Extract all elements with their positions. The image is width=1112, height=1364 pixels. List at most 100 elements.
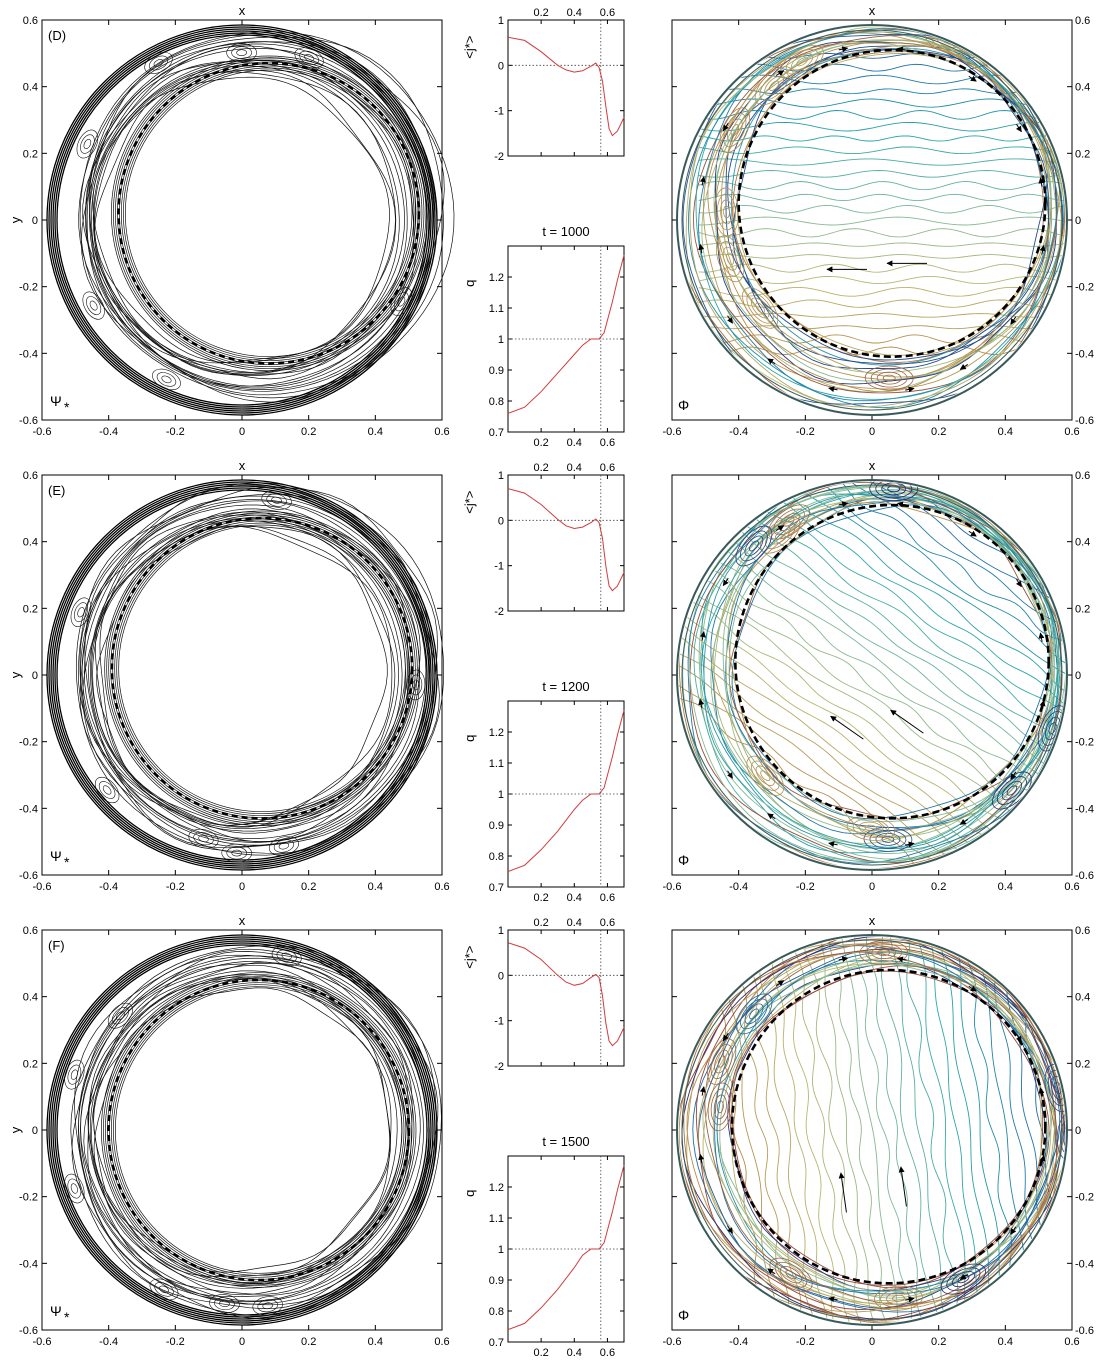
psi-xtick-label: -0.6 xyxy=(33,426,52,438)
phi-vortex xyxy=(858,821,884,835)
phi-flow-arrow xyxy=(838,956,849,963)
phi-edge-contour xyxy=(707,42,1060,392)
phi-vortex xyxy=(707,1038,737,1085)
phi-vortex xyxy=(880,1288,917,1308)
phi-edge-contour xyxy=(728,502,1053,832)
q-profile-ytick-label: 1.2 xyxy=(489,272,504,284)
phi-vortex xyxy=(760,516,801,554)
psi-island xyxy=(152,368,181,391)
time-label: t = 1200 xyxy=(542,679,589,694)
psi-field-label: Ψ xyxy=(50,848,62,864)
psi-field-label: Ψ xyxy=(50,1303,62,1319)
phi-vortex xyxy=(774,530,786,540)
q-profile-ytick-label: 0.7 xyxy=(489,1337,504,1349)
psi-island xyxy=(188,828,219,849)
psi-island xyxy=(271,496,282,504)
psi-ytick-label: 0.4 xyxy=(23,537,38,549)
phi-xtick-label: 0.2 xyxy=(931,881,946,893)
q-profile-ytick-label: 1.1 xyxy=(489,303,504,315)
psi-island xyxy=(406,669,426,701)
phi-contour-line xyxy=(698,181,1066,191)
psi-island xyxy=(231,46,252,59)
psi-contour-line xyxy=(106,512,418,825)
phi-flow-arrow xyxy=(1010,771,1017,780)
psi-contour-line xyxy=(75,482,445,856)
psi-ylabel: y xyxy=(8,1126,23,1133)
phi-ytick-label: 0 xyxy=(1075,670,1081,682)
psi-contour-line xyxy=(80,34,445,396)
phi-contour-line xyxy=(698,135,1066,142)
phi-contour-line xyxy=(678,644,984,869)
phi-ytick-label: -0.2 xyxy=(1075,737,1094,749)
phi-flow-arrow xyxy=(767,813,776,820)
psi-ytick-label: 0 xyxy=(32,215,38,227)
phi-vortex xyxy=(1006,785,1018,796)
phi-contour-line xyxy=(768,494,1066,718)
q-profile-ytick-label: 1.1 xyxy=(489,758,504,770)
phi-contour-line xyxy=(715,570,1036,795)
psi-ylabel: y xyxy=(8,216,23,223)
phi-vortex xyxy=(877,949,891,957)
phi-boundary-inner xyxy=(681,29,1063,411)
phi-edge-contour xyxy=(698,29,1058,402)
phi-contour-line xyxy=(720,562,1039,790)
phi-contour-line xyxy=(698,228,1066,238)
q-profile-ytick-label: 1 xyxy=(498,789,504,801)
psi-xtick-label: -0.2 xyxy=(166,881,185,893)
phi-xtick-label: -0.2 xyxy=(796,426,815,438)
phi-xtick-label: 0.6 xyxy=(1064,1336,1079,1348)
phi-boundary xyxy=(676,934,1068,1326)
psi-field-label: Ψ xyxy=(50,393,62,409)
phi-edge-contour xyxy=(693,34,1058,394)
psi-island xyxy=(161,375,172,384)
q-profile-curve xyxy=(507,1165,625,1331)
phi-contour-line xyxy=(853,936,912,1319)
phi-edge-contour xyxy=(713,496,1061,844)
psi-contour-line xyxy=(89,48,428,387)
phi-flow-arrow xyxy=(722,577,729,587)
phi-contour-line xyxy=(698,193,1066,202)
psi-xtick-label: -0.2 xyxy=(166,426,185,438)
j-profile-ytick-label: -2 xyxy=(494,151,504,163)
phi-flow-arrow xyxy=(1039,700,1046,710)
phi-flow-arrow xyxy=(775,980,785,987)
psi-xtick-label: 0.2 xyxy=(301,426,316,438)
psi-contour-line xyxy=(70,945,442,1316)
phi-vortex xyxy=(755,302,765,314)
q-profile-ytick-label: 1.1 xyxy=(489,1213,504,1225)
psi-island xyxy=(86,296,102,316)
phi-edge-contour xyxy=(687,481,1066,864)
phi-contour-line xyxy=(840,936,899,1321)
psi-contour-line xyxy=(100,972,417,1288)
phi-edge-contour xyxy=(732,51,1044,363)
j-profile-curve xyxy=(507,36,625,137)
phi-boundary xyxy=(676,479,1068,871)
phi-contour-line xyxy=(698,254,1066,259)
phi-vortex xyxy=(720,199,733,225)
phi-xlabel: x xyxy=(869,3,876,18)
phi-ytick-label: 0.2 xyxy=(1075,1058,1090,1070)
phi-contour-line xyxy=(818,937,875,1324)
psi-xtick-label: 0.6 xyxy=(434,426,449,438)
psi-ytick-label: 0.6 xyxy=(23,925,38,937)
j-profile-xtick-label: 0.6 xyxy=(600,462,615,474)
j-profile-ytick-label: 0 xyxy=(498,970,504,982)
phi-xtick-label: 0.4 xyxy=(998,881,1013,893)
phi-contour-line xyxy=(780,943,838,1324)
psi-island xyxy=(271,946,302,966)
psi-contour-line xyxy=(81,499,427,843)
j-profile-ytick-label: -2 xyxy=(494,606,504,618)
psi-panel: -0.6 -0.4 -0.2 0 0.2 0.4 0.6 -0.6 -0.4 -0.2 0 0.2 0.… xyxy=(8,458,450,893)
psi-xtick-label: 0.6 xyxy=(434,1336,449,1348)
psi-island xyxy=(111,1007,129,1025)
phi-contour-line xyxy=(698,263,1066,273)
psi-island xyxy=(214,1297,235,1311)
phi-xtick-label: 0.6 xyxy=(1064,881,1079,893)
psi-contour-line xyxy=(79,493,434,847)
j-profile-ytick-label: 1 xyxy=(498,470,504,482)
phi-panel: -0.6 -0.4 -0.2 0 0.2 0.4 0.6-0.6-0.4-0.200.20.… xyxy=(663,458,1094,893)
psi-island xyxy=(94,776,120,804)
psi-island xyxy=(257,1299,278,1313)
psi-island xyxy=(209,1294,240,1314)
j-profile-ytick-label: -1 xyxy=(494,561,504,573)
